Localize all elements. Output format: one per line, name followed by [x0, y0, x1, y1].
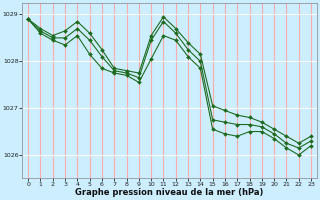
X-axis label: Graphe pression niveau de la mer (hPa): Graphe pression niveau de la mer (hPa) [76, 188, 264, 197]
